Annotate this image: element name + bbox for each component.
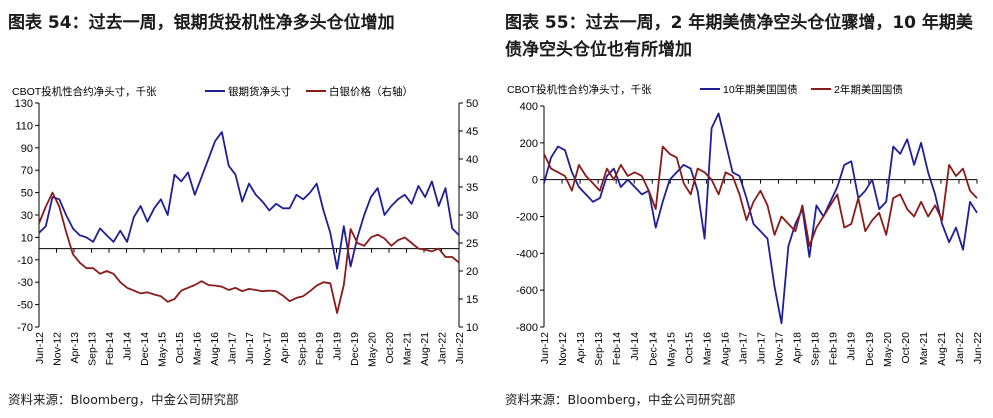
x-tick-label: Oct-20 [384, 332, 396, 364]
y-tick-label: -800 [516, 322, 538, 334]
y-tick-label: -200 [516, 212, 538, 224]
y-tick-label: -10 [17, 255, 33, 267]
x-tick-label: Jan-17 [737, 332, 749, 364]
y-tick-label: 0 [532, 175, 538, 187]
chart-panel-right: 图表 55：过去一周，2 年期美债净空头仓位骤增，10 年期美债净空头仓位也有所… [497, 0, 993, 418]
chart-source: 资料来源：Bloomberg，中金公司研究部 [8, 392, 239, 407]
x-tick-label: Aug-21 [936, 332, 948, 366]
x-tick-label: Oct-15 [683, 332, 695, 364]
x-tick-label: Jul-19 [846, 332, 858, 361]
x-tick-label: Jun-12 [539, 332, 551, 364]
series-line [38, 191, 460, 314]
chart-right-svg: CBOT投机性合约净头寸，千张 10年期美国国债 2年期美国国债 400 200 0 -20… [507, 83, 984, 367]
unit-label: CBOT投机性合约净头寸，千张 [12, 85, 157, 98]
x-tick-label: Jun-17 [244, 332, 256, 364]
y-tick-label: -600 [516, 285, 538, 297]
x-tick-label: Jun-22 [454, 332, 466, 364]
y-tick-label: 110 [15, 120, 33, 132]
y-tick-label: -70 [17, 322, 33, 334]
x-tick-label: Apr-18 [279, 332, 291, 364]
y2-tick-label: 45 [466, 126, 478, 138]
y2-tick-label: 25 [466, 238, 478, 250]
x-tick-label: Nov-17 [262, 332, 274, 366]
x-tick-label: Apr-13 [575, 332, 587, 364]
y-tick-label: -400 [516, 248, 538, 260]
x-tick-label: Jan-22 [437, 332, 449, 364]
y-tick-label: 10 [21, 232, 33, 244]
x-tick-label: Mar-16 [701, 332, 713, 365]
legend-label: 10年期美国国债 [723, 83, 798, 96]
x-tick-label: May-15 [665, 332, 677, 367]
x-tick-label: Sep-18 [810, 332, 822, 366]
x-tick-label: Dec-14 [139, 332, 151, 366]
x-tick-label: Sep-18 [297, 332, 309, 366]
series-line [543, 112, 978, 325]
y-tick-label: 90 [21, 143, 33, 155]
y2-tick-label: 20 [466, 266, 478, 278]
x-tick-label: Dec-19 [864, 332, 876, 366]
chart-title: 图表 54：过去一周，银期货投机性净多头仓位增加 [8, 13, 395, 33]
x-tick-label: Oct-20 [900, 332, 912, 364]
x-tick-label: Mar-16 [192, 332, 204, 365]
y-tick-label: 130 [15, 98, 33, 110]
x-tick-label: Feb-14 [611, 332, 623, 365]
x-tick-label: Jun-17 [756, 332, 768, 364]
y-tick-label: 200 [520, 138, 538, 150]
y-tick-label: 30 [21, 210, 33, 222]
y-tick-label: 400 [520, 101, 538, 113]
x-tick-label: Jan-17 [227, 332, 239, 364]
x-tick-label: Dec-19 [349, 332, 361, 366]
y-tick-label: -50 [17, 300, 33, 312]
y2-tick-label: 15 [466, 294, 478, 306]
y2-tick-label: 10 [466, 322, 478, 334]
series-line [38, 131, 460, 270]
x-tick-label: Aug-21 [419, 332, 431, 366]
x-tick-label: Aug-16 [719, 332, 731, 366]
x-tick-label: Nov-12 [557, 332, 569, 366]
y2-tick-label: 40 [466, 154, 478, 166]
x-tick-label: Feb-19 [314, 332, 326, 365]
x-tick-label: Apr-13 [69, 332, 81, 364]
x-tick-label: Nov-12 [52, 332, 64, 366]
series-line [543, 145, 978, 247]
x-tick-label: Mar-21 [918, 332, 930, 365]
y-tick-label: -30 [17, 277, 33, 289]
y-tick-label: 50 [21, 188, 33, 200]
x-tick-label: Dec-14 [647, 332, 659, 366]
chart-left-svg: CBOT投机性合约净头寸，千张 银期货净头寸 白银价格（右轴） 130 110 90 70 5… [12, 85, 478, 367]
y2-tick-label: 50 [466, 98, 478, 110]
x-tick-label: Sep-13 [87, 332, 99, 366]
chart-title: 图表 55：过去一周，2 年期美债净空头仓位骤增，10 年期美债净空头仓位也有所… [505, 13, 973, 60]
x-tick-label: Jul-14 [122, 332, 134, 361]
x-tick-label: Sep-13 [593, 332, 605, 366]
legend-label: 2年期美国国债 [834, 83, 903, 96]
unit-label: CBOT投机性合约净头寸，千张 [507, 83, 652, 96]
x-tick-label: Jun-22 [972, 332, 984, 364]
x-tick-label: May-20 [882, 332, 894, 367]
y2-tick-label: 30 [466, 210, 478, 222]
x-tick-label: Jun-12 [34, 332, 46, 364]
x-tick-label: Oct-15 [174, 332, 186, 364]
x-tick-label: Mar-21 [402, 332, 414, 365]
x-tick-label: May-20 [367, 332, 379, 367]
x-tick-label: Feb-19 [828, 332, 840, 365]
x-tick-label: Apr-18 [792, 332, 804, 364]
chart-panel-left: 图表 54：过去一周，银期货投机性净多头仓位增加 CBOT投机性合约净头寸，千张… [0, 0, 496, 418]
legend-label: 银期货净头寸 [228, 85, 291, 98]
y2-tick-label: 35 [466, 182, 478, 194]
x-tick-label: Jan-22 [954, 332, 966, 364]
x-tick-label: Jul-14 [629, 332, 641, 361]
x-tick-label: May-15 [157, 332, 169, 367]
x-tick-label: Jul-19 [332, 332, 344, 361]
legend-label: 白银价格（右轴） [329, 85, 413, 98]
y-tick-label: 70 [21, 165, 33, 177]
chart-source: 资料来源：Bloomberg，中金公司研究部 [505, 392, 736, 407]
x-tick-label: Nov-17 [774, 332, 786, 366]
x-tick-label: Aug-16 [209, 332, 221, 366]
x-tick-label: Feb-14 [104, 332, 116, 365]
